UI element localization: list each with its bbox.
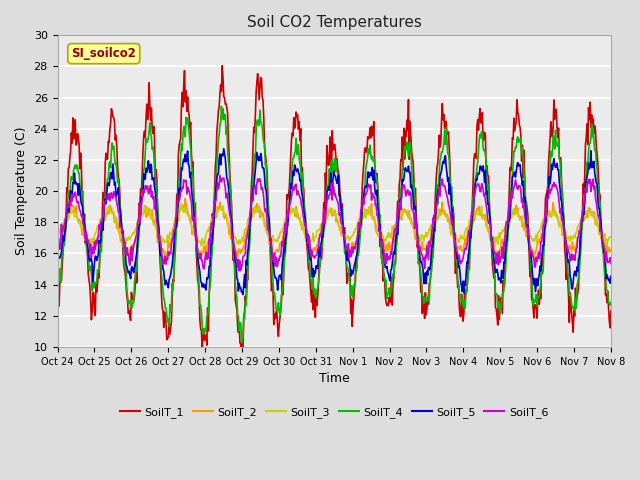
SoilT_3 <box>54 230 61 236</box>
SoilT_5 <box>54 255 61 261</box>
SoilT_6 <box>206 241 214 247</box>
SoilT_2 <box>403 208 410 214</box>
SoilT_4 <box>54 262 61 268</box>
SoilT_2 <box>207 225 214 230</box>
SoilT_5 <box>239 292 247 298</box>
SoilT_1 <box>177 136 184 142</box>
Line: SoilT_3: SoilT_3 <box>58 204 611 246</box>
Text: SI_soilco2: SI_soilco2 <box>72 47 136 60</box>
SoilT_4 <box>177 154 184 160</box>
SoilT_1 <box>403 117 411 123</box>
SoilT_5 <box>220 146 228 152</box>
SoilT_4 <box>64 202 72 207</box>
SoilT_1 <box>121 266 129 272</box>
SoilT_3 <box>198 243 205 249</box>
SoilT_6 <box>177 189 184 194</box>
X-axis label: Time: Time <box>319 372 349 385</box>
SoilT_2 <box>607 249 614 254</box>
Y-axis label: Soil Temperature (C): Soil Temperature (C) <box>15 127 28 255</box>
Title: Soil CO2 Temperatures: Soil CO2 Temperatures <box>247 15 422 30</box>
SoilT_3 <box>177 208 184 214</box>
SoilT_2 <box>64 217 72 223</box>
SoilT_3 <box>121 235 129 241</box>
SoilT_4 <box>607 300 614 305</box>
SoilT_1 <box>64 191 72 196</box>
Line: SoilT_2: SoilT_2 <box>58 198 611 260</box>
SoilT_5 <box>403 168 411 174</box>
Line: SoilT_5: SoilT_5 <box>58 149 611 295</box>
SoilT_6 <box>121 238 129 244</box>
Legend: SoilT_1, SoilT_2, SoilT_3, SoilT_4, SoilT_5, SoilT_6: SoilT_1, SoilT_2, SoilT_3, SoilT_4, Soil… <box>116 402 553 422</box>
SoilT_3 <box>607 234 614 240</box>
SoilT_5 <box>607 273 614 279</box>
SoilT_1 <box>198 349 206 355</box>
SoilT_1 <box>218 63 226 69</box>
SoilT_2 <box>182 195 189 201</box>
SoilT_1 <box>207 265 214 271</box>
SoilT_4 <box>206 285 214 290</box>
SoilT_1 <box>54 300 61 305</box>
SoilT_6 <box>607 261 614 266</box>
SoilT_5 <box>64 210 72 216</box>
SoilT_2 <box>121 240 129 245</box>
SoilT_6 <box>54 243 61 249</box>
SoilT_5 <box>419 267 427 273</box>
SoilT_6 <box>236 268 243 274</box>
SoilT_3 <box>403 212 411 217</box>
SoilT_6 <box>403 189 411 194</box>
SoilT_6 <box>216 173 224 179</box>
SoilT_1 <box>607 308 614 314</box>
SoilT_2 <box>177 206 184 212</box>
SoilT_5 <box>177 180 184 186</box>
SoilT_4 <box>238 340 246 346</box>
Line: SoilT_1: SoilT_1 <box>58 66 611 352</box>
SoilT_3 <box>177 201 185 206</box>
SoilT_3 <box>419 235 427 241</box>
SoilT_3 <box>64 218 72 224</box>
SoilT_4 <box>419 294 427 300</box>
SoilT_4 <box>403 139 411 145</box>
SoilT_6 <box>64 204 72 209</box>
SoilT_4 <box>218 104 225 109</box>
SoilT_6 <box>419 257 427 263</box>
SoilT_2 <box>54 252 61 258</box>
SoilT_3 <box>207 216 215 222</box>
SoilT_5 <box>206 263 214 269</box>
SoilT_4 <box>121 264 129 270</box>
SoilT_2 <box>530 257 538 263</box>
Line: SoilT_6: SoilT_6 <box>58 176 611 271</box>
SoilT_5 <box>121 240 129 245</box>
SoilT_2 <box>419 239 426 245</box>
SoilT_1 <box>419 294 427 300</box>
Line: SoilT_4: SoilT_4 <box>58 107 611 343</box>
